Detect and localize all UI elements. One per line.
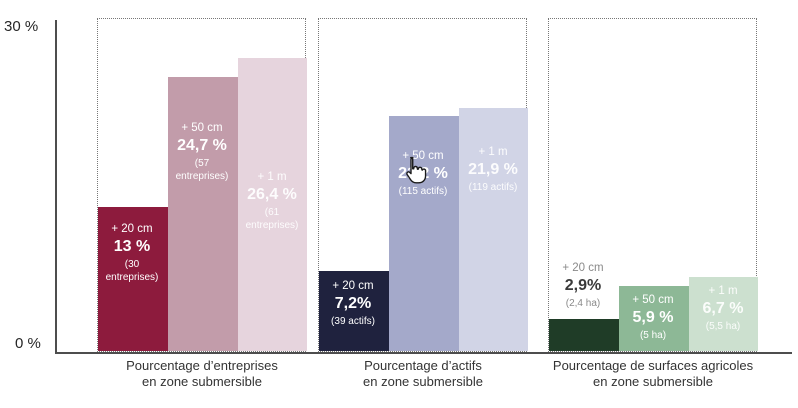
flood-level-label: + 50 cm xyxy=(181,122,223,134)
count-detail: (57 entreprises) xyxy=(175,158,229,182)
count-detail: (5,5 ha) xyxy=(705,321,741,333)
count-detail: (2,4 ha) xyxy=(565,298,601,310)
bar-labels-surfaces-1m: + 1 m 6,7 % (5,5 ha) xyxy=(688,284,758,334)
count-detail: (61 entreprises) xyxy=(245,207,299,231)
bar-entreprises-20cm[interactable] xyxy=(98,207,168,351)
caption-line-2: en zone submersible xyxy=(363,374,483,389)
y-axis-min-label: 0 % xyxy=(15,335,41,352)
count-detail: (30 entreprises) xyxy=(105,259,159,283)
hand-cursor-icon xyxy=(401,156,427,191)
percent-value: 6,7 % xyxy=(702,300,744,318)
bar-labels-entreprises-1m: + 1 m 26,4 % (61 entreprises) xyxy=(237,170,307,232)
category-label-actifs: Pourcentage d’actifs en zone submersible xyxy=(293,358,553,390)
caption-line-2: en zone submersible xyxy=(142,374,262,389)
category-label-entreprises: Pourcentage d’entreprises en zone submer… xyxy=(72,358,332,390)
bar-surfaces-50cm[interactable] xyxy=(619,286,689,351)
x-axis-line xyxy=(55,352,792,354)
bar-actifs-20cm[interactable] xyxy=(319,271,389,351)
count-detail: (39 actifs) xyxy=(331,316,375,328)
percent-value: 24,7 % xyxy=(177,137,227,155)
flood-level-label: + 1 m xyxy=(708,285,738,297)
percent-value: 26,4 % xyxy=(247,186,297,204)
bar-labels-entreprises-50cm: + 50 cm 24,7 % (57 entreprises) xyxy=(167,121,237,183)
count-detail: (5 ha) xyxy=(639,330,667,342)
group-box-actifs xyxy=(318,18,528,352)
caption-line-2: en zone submersible xyxy=(593,374,713,389)
bar-labels-surfaces-20cm: + 20 cm 2,9% (2,4 ha) xyxy=(548,261,618,311)
percent-value: 21,9 % xyxy=(468,161,518,179)
flood-level-label: + 20 cm xyxy=(332,280,374,292)
bar-labels-actifs-20cm: + 20 cm 7,2% (39 actifs) xyxy=(318,279,388,329)
bar-entreprises-50cm[interactable] xyxy=(168,77,238,351)
percent-value: 2,9% xyxy=(564,277,602,295)
category-label-surfaces-agricoles: Pourcentage de surfaces agricoles en zon… xyxy=(523,358,783,390)
percent-value: 13 % xyxy=(113,238,151,256)
group-box-entreprises xyxy=(97,18,307,352)
caption-line-1: Pourcentage d’actifs xyxy=(364,358,482,373)
bar-labels-actifs-1m: + 1 m 21,9 % (119 actifs) xyxy=(458,145,528,195)
bar-entreprises-1m[interactable] xyxy=(238,58,307,351)
y-axis-line xyxy=(55,20,57,353)
percent-value: 7,2% xyxy=(334,295,372,313)
count-detail: (119 actifs) xyxy=(468,182,518,194)
percent-value: 5,9 % xyxy=(632,309,674,327)
bar-surfaces-20cm[interactable] xyxy=(549,319,619,351)
count-detail: (115 actifs) xyxy=(398,186,448,198)
flood-level-label: + 50 cm xyxy=(632,294,674,306)
bar-surfaces-1m[interactable] xyxy=(689,277,758,351)
bar-labels-surfaces-50cm: + 50 cm 5,9 % (5 ha) xyxy=(618,293,688,343)
flood-level-label: + 1 m xyxy=(478,146,508,158)
bar-labels-entreprises-20cm: + 20 cm 13 % (30 entreprises) xyxy=(97,222,167,284)
flood-level-label: + 20 cm xyxy=(562,262,604,274)
caption-line-1: Pourcentage d’entreprises xyxy=(126,358,278,373)
flood-level-label: + 20 cm xyxy=(111,223,153,235)
y-axis-max-label: 30 % xyxy=(4,18,39,35)
bar-actifs-1m[interactable] xyxy=(459,108,528,351)
group-box-surfaces-agricoles xyxy=(548,18,758,352)
bar-actifs-50cm[interactable] xyxy=(389,116,459,351)
flood-level-label: + 1 m xyxy=(257,171,287,183)
caption-line-1: Pourcentage de surfaces agricoles xyxy=(552,358,754,373)
